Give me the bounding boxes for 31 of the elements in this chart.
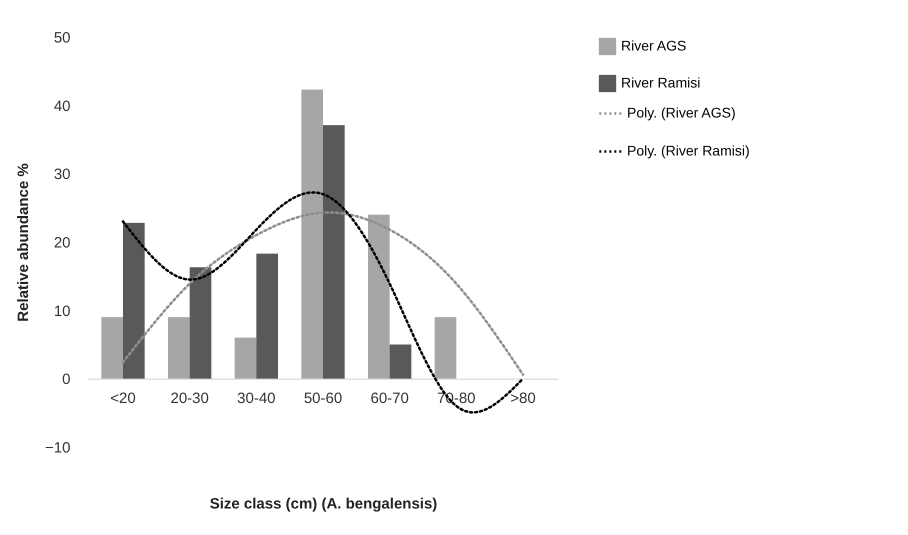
x-tick-label: 30-40 (237, 390, 276, 408)
y-tick-label: 30 (54, 166, 70, 184)
y-tick-label: −10 (45, 440, 70, 456)
bar (323, 125, 345, 379)
legend-label: Poly. (River Ramisi) (627, 142, 750, 158)
bar (123, 222, 145, 379)
legend-label: River AGS (621, 38, 686, 54)
bar (434, 317, 456, 379)
bar (368, 214, 390, 379)
x-tick-label: 20-30 (170, 390, 209, 408)
bar (390, 344, 412, 379)
x-axis-title: Size class (cm) (A. bengalensis) (210, 496, 438, 512)
x-tick-label: >80 (510, 390, 536, 408)
bar (234, 338, 256, 379)
line-series (122, 211, 524, 376)
bar (101, 317, 123, 379)
x-tick-label: 60-70 (370, 390, 409, 408)
x-tick-label: 50-60 (304, 390, 342, 408)
legend-label: River Ramisi (621, 74, 700, 90)
legend-label: Poly. (River AGS) (627, 104, 736, 120)
x-tick-label: <20 (110, 390, 136, 408)
y-axis-title: Relative abundance % (15, 163, 32, 322)
y-tick-label: 10 (54, 302, 70, 320)
y-tick-label: 40 (54, 98, 70, 115)
bar (168, 317, 190, 379)
y-tick-label: 50 (54, 30, 70, 46)
bar (256, 254, 278, 379)
bar (190, 267, 212, 379)
y-tick-label: 20 (54, 234, 70, 252)
bar (301, 90, 323, 379)
y-tick-label: 0 (62, 371, 70, 388)
